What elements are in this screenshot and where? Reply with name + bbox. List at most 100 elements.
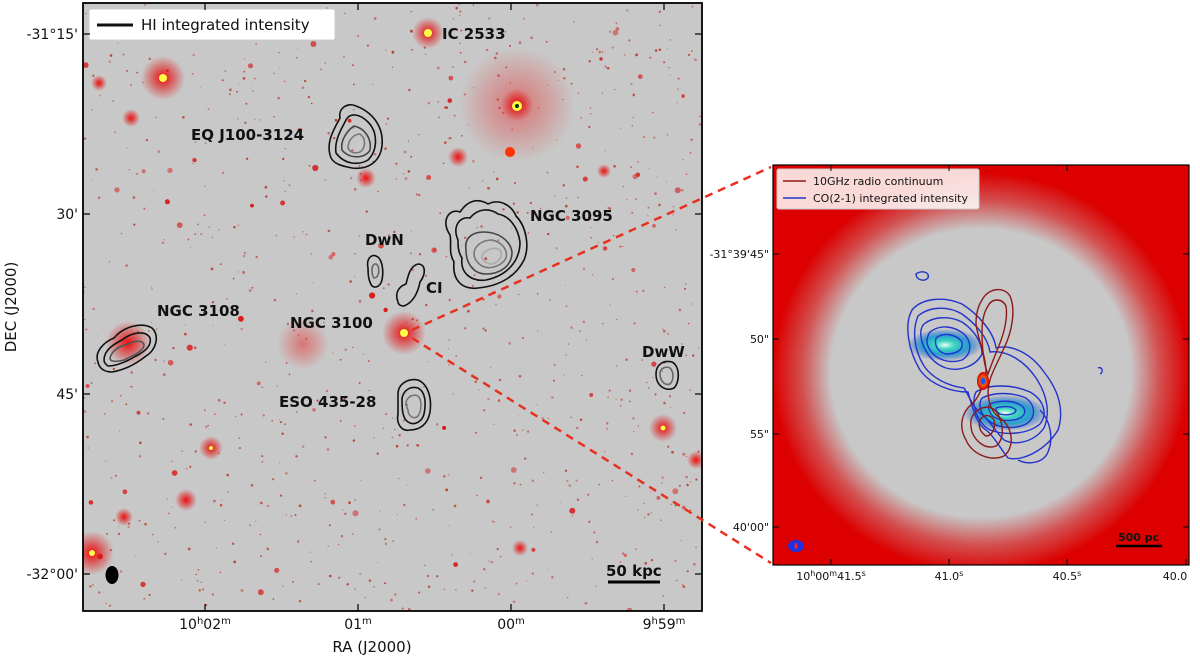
background-source <box>105 602 107 605</box>
background-source <box>601 51 604 53</box>
background-source <box>485 29 488 32</box>
background-source <box>684 287 686 290</box>
background-source <box>670 406 671 408</box>
background-source <box>604 150 606 152</box>
background-source <box>83 62 89 68</box>
background-source <box>259 501 263 505</box>
background-source <box>635 290 638 293</box>
background-source <box>387 117 390 120</box>
background-source <box>126 147 128 149</box>
background-source <box>223 401 226 404</box>
background-source <box>546 171 549 174</box>
background-source <box>684 283 687 286</box>
background-source <box>342 509 344 511</box>
background-source <box>626 199 628 201</box>
background-source <box>330 499 336 505</box>
background-source <box>257 589 264 596</box>
ytick-label: -31°15' <box>26 27 78 43</box>
background-source <box>532 526 535 529</box>
background-source <box>193 346 197 350</box>
background-source <box>140 581 146 588</box>
background-source <box>226 473 229 477</box>
background-source <box>482 327 485 330</box>
background-source <box>683 411 686 415</box>
background-source <box>516 211 519 214</box>
background-source <box>590 226 592 229</box>
background-source <box>213 499 216 503</box>
background-source <box>393 230 396 234</box>
xtick-label: 10h00m41.5s <box>796 569 866 583</box>
background-source <box>668 67 670 69</box>
background-source <box>487 186 490 190</box>
background-source <box>459 51 462 54</box>
background-source <box>647 206 650 209</box>
background-source <box>685 354 688 357</box>
background-source <box>681 94 685 98</box>
background-source <box>415 517 418 520</box>
background-source <box>453 562 458 567</box>
background-source <box>543 471 545 474</box>
background-source <box>403 150 407 154</box>
background-source <box>647 386 651 389</box>
background-source <box>261 455 264 458</box>
background-source <box>312 408 316 412</box>
background-source <box>255 43 257 46</box>
background-source <box>369 292 376 299</box>
background-source <box>659 353 662 355</box>
background-source <box>418 253 421 256</box>
background-source <box>442 425 447 430</box>
xtick-label: 01m <box>344 616 372 633</box>
background-source <box>240 328 243 331</box>
background-source <box>406 444 409 447</box>
source-s9 <box>597 164 611 178</box>
background-source <box>290 515 293 517</box>
background-source <box>144 522 147 526</box>
background-source <box>604 65 607 68</box>
background-source <box>104 460 107 462</box>
background-source <box>203 409 206 412</box>
background-source <box>606 214 609 217</box>
background-source <box>474 380 477 383</box>
background-source <box>632 116 634 119</box>
background-source <box>615 22 618 25</box>
background-source <box>328 254 334 260</box>
right-legend: 10GHz radio continuum CO(2-1) integrated… <box>776 168 980 210</box>
background-source <box>523 17 525 20</box>
xtick-label: 10h02m <box>179 616 231 633</box>
background-source <box>570 82 573 85</box>
background-source <box>467 309 470 313</box>
background-source <box>576 498 580 501</box>
background-source <box>536 404 538 406</box>
background-source <box>163 239 165 241</box>
background-source <box>312 164 319 172</box>
background-source <box>628 39 631 42</box>
background-source <box>278 51 280 54</box>
background-source <box>519 483 522 486</box>
background-source <box>472 4 475 6</box>
background-source <box>518 293 520 296</box>
background-source <box>682 452 686 456</box>
background-source <box>439 212 442 215</box>
background-source <box>395 444 399 448</box>
background-source <box>497 399 501 402</box>
background-source <box>324 179 327 181</box>
background-source <box>619 561 621 563</box>
background-source <box>384 582 387 585</box>
background-source <box>418 591 421 594</box>
background-source <box>630 166 632 169</box>
background-source <box>424 53 427 55</box>
co-emission-north <box>907 329 983 361</box>
background-source <box>598 50 602 54</box>
background-source <box>658 203 661 207</box>
background-source <box>424 564 426 567</box>
background-source <box>410 155 413 158</box>
background-source <box>652 377 654 379</box>
source-sw <box>83 531 114 575</box>
background-source <box>453 504 457 508</box>
background-source <box>601 92 604 94</box>
background-source <box>242 77 246 80</box>
background-source <box>455 589 457 591</box>
background-source <box>84 286 86 288</box>
background-source <box>86 435 89 439</box>
label-eso435: ESO 435-28 <box>279 393 376 411</box>
